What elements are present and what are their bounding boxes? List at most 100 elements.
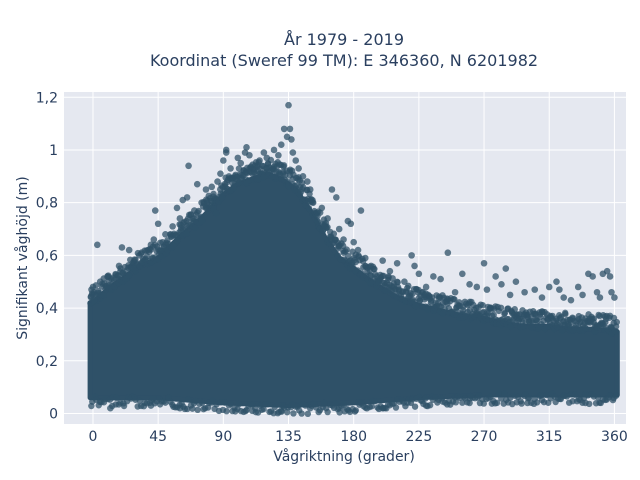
- data-point: [189, 405, 196, 412]
- data-point: [347, 220, 355, 228]
- y-tick-label: 0,2: [36, 354, 58, 370]
- data-point: [392, 404, 400, 411]
- data-point: [558, 327, 566, 334]
- data-point: [191, 224, 199, 232]
- data-point: [502, 265, 510, 272]
- data-point: [332, 400, 339, 407]
- data-point: [217, 170, 224, 177]
- x-tick-label: 135: [275, 429, 302, 445]
- data-point: [260, 405, 267, 413]
- data-point: [147, 402, 155, 409]
- data-point: [220, 157, 227, 164]
- y-axis-ticks: 0 0,2 0,4 0,6 0,8 1 1,2: [36, 90, 58, 422]
- x-tick-label: 270: [471, 429, 498, 445]
- data-point: [561, 309, 569, 317]
- data-point: [288, 136, 295, 143]
- data-point: [479, 302, 486, 309]
- data-point: [176, 404, 184, 412]
- data-point: [379, 272, 386, 280]
- data-point: [162, 399, 169, 406]
- data-point: [305, 204, 313, 212]
- data-point: [606, 273, 614, 280]
- data-point: [290, 410, 297, 417]
- data-point: [466, 399, 473, 407]
- data-point: [218, 194, 226, 201]
- data-point: [330, 230, 338, 237]
- data-point: [295, 165, 302, 172]
- x-tick-label: 360: [601, 429, 628, 445]
- data-point: [357, 207, 365, 214]
- data-point: [412, 302, 420, 310]
- data-point: [306, 186, 314, 193]
- data-point: [422, 402, 430, 409]
- data-point: [299, 173, 307, 180]
- data-point: [260, 149, 268, 156]
- data-point: [368, 403, 375, 410]
- data-point: [285, 101, 292, 109]
- chart-title: År 1979 - 2019: [284, 30, 404, 49]
- data-point: [169, 223, 176, 230]
- data-point: [533, 399, 541, 406]
- data-point: [185, 162, 192, 170]
- data-point: [493, 399, 501, 407]
- data-point: [132, 256, 139, 264]
- data-point: [280, 125, 288, 133]
- data-point: [596, 294, 604, 301]
- data-point: [525, 394, 533, 401]
- y-tick-label: 0,4: [36, 301, 58, 317]
- data-point: [480, 259, 488, 267]
- data-point: [335, 404, 343, 412]
- data-point: [269, 173, 276, 180]
- data-point: [176, 215, 184, 222]
- x-tick-label: 45: [149, 429, 167, 445]
- data-point: [452, 399, 460, 406]
- data-point: [144, 246, 152, 254]
- data-point: [198, 399, 206, 407]
- data-point: [89, 283, 97, 291]
- data-point: [277, 407, 285, 415]
- data-points: [87, 101, 620, 418]
- x-tick-label: 180: [340, 429, 367, 445]
- data-point: [205, 202, 213, 209]
- data-point: [571, 391, 579, 398]
- data-point: [248, 170, 256, 177]
- data-point: [235, 400, 243, 408]
- data-point: [321, 399, 328, 407]
- data-point: [286, 125, 294, 133]
- data-point: [524, 399, 531, 407]
- data-point: [451, 296, 458, 303]
- data-point: [422, 283, 430, 291]
- data-point: [497, 304, 505, 311]
- data-point: [264, 401, 271, 408]
- data-point: [379, 257, 386, 264]
- data-point: [96, 278, 104, 286]
- data-point: [151, 207, 159, 214]
- data-point: [501, 390, 508, 398]
- data-point: [136, 252, 143, 259]
- data-point: [401, 278, 408, 286]
- data-point: [612, 323, 620, 330]
- data-point: [263, 154, 271, 162]
- data-point: [198, 217, 206, 225]
- data-point: [545, 283, 553, 291]
- data-point: [373, 273, 381, 280]
- data-point: [104, 273, 111, 280]
- data-point: [498, 281, 505, 288]
- data-point: [579, 291, 586, 299]
- data-point: [354, 246, 362, 254]
- data-point: [120, 402, 128, 410]
- data-point: [379, 404, 386, 412]
- data-point: [185, 396, 192, 403]
- data-point: [277, 141, 285, 148]
- data-point: [321, 223, 329, 230]
- data-point: [194, 406, 201, 414]
- data-point: [437, 275, 444, 283]
- data-point: [130, 265, 137, 272]
- data-point: [304, 178, 311, 185]
- data-point: [318, 204, 326, 212]
- data-point: [430, 273, 437, 280]
- data-point: [361, 254, 369, 262]
- data-point: [212, 209, 220, 217]
- data-point: [531, 286, 539, 293]
